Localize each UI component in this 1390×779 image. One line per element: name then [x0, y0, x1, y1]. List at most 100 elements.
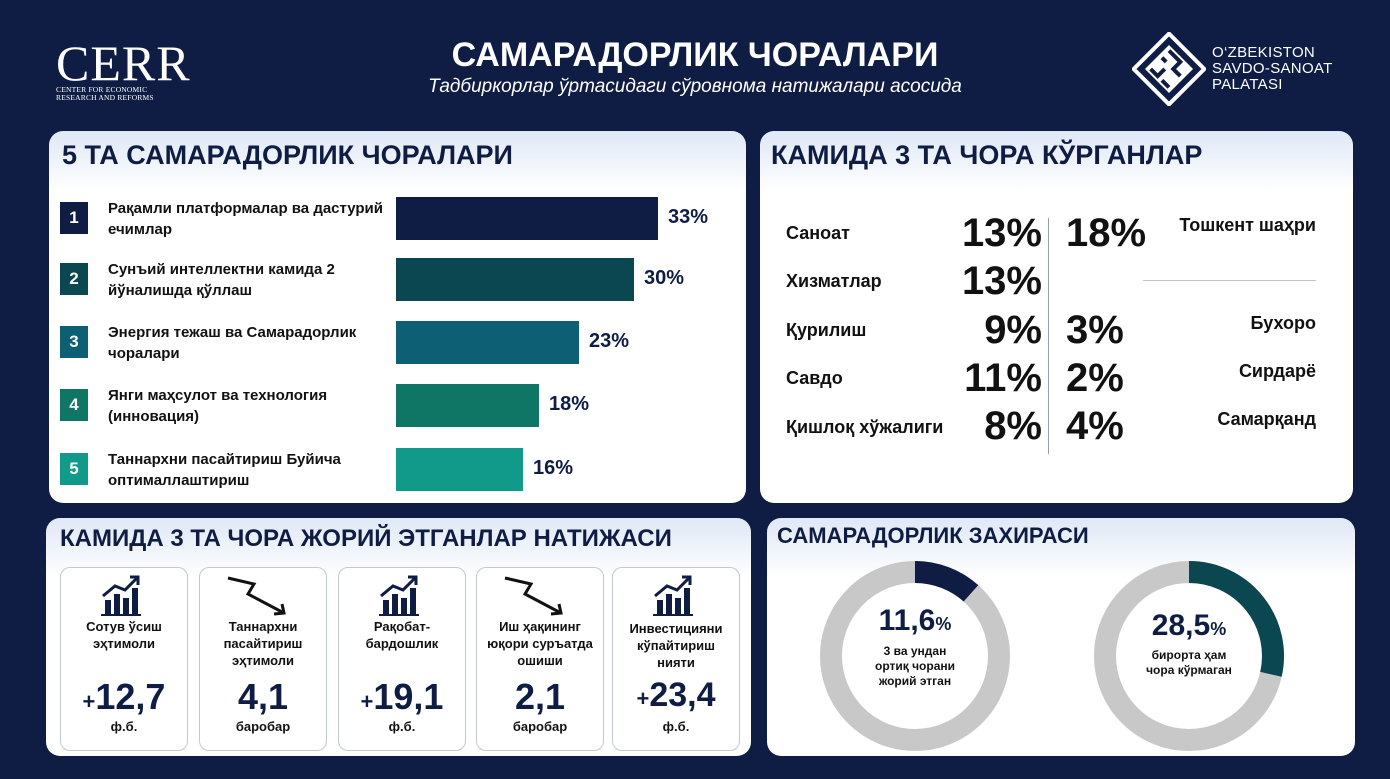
donut-label: бирорта ҳам чора кўрмаган	[1146, 648, 1232, 677]
donut-value: 28,5%	[1109, 609, 1269, 643]
result-label: Иш ҳақининг юқори суръатда ошиши	[487, 619, 593, 668]
measure-bar	[396, 448, 523, 491]
donut-arc	[1188, 561, 1284, 677]
result-number: 12,7	[95, 676, 166, 717]
result-prefix: +	[360, 689, 374, 714]
results-heading: КАМИДА 3 ТА ЧОРА ЖОРИЙ ЭТГАНЛАР НАТИЖАСИ	[60, 525, 672, 552]
measure-number: 1	[60, 202, 88, 234]
growth-chart-icon	[101, 575, 141, 616]
result-card: Рақобат-бардошлик +19,1 ф.б.	[338, 567, 466, 751]
measure-label: Янги маҳсулот ва технология (инновация)	[108, 387, 328, 425]
result-number: 2,1	[514, 676, 566, 717]
result-value: 2,1	[477, 676, 603, 718]
measure-percent: 33%	[668, 206, 709, 228]
reserve-donut-chart	[820, 561, 1284, 751]
result-value: 4,1	[200, 676, 326, 718]
decline-arrow-icon	[504, 576, 563, 616]
measure-number: 5	[60, 453, 88, 485]
sectors-panel	[760, 131, 1353, 503]
sector-percent: 13%	[961, 211, 1042, 255]
decline-arrow-icon	[227, 576, 286, 616]
result-unit: ф.б.	[110, 719, 138, 734]
measure-number: 4	[60, 389, 88, 421]
measure-bar	[396, 197, 658, 240]
growth-chart-icon	[653, 575, 693, 616]
result-number: 23,4	[649, 676, 716, 714]
donut-unit: %	[935, 614, 952, 634]
result-number: 4,1	[237, 676, 289, 717]
cerr-logo-subtitle: CENTER FOR ECONOMIC RESEARCH AND REFORMS	[56, 85, 154, 102]
donut-number: 11,6	[878, 604, 936, 637]
measure-bar	[396, 258, 634, 301]
result-value: +12,7	[61, 676, 187, 718]
sector-name: Қишлоқ хўжалиги	[786, 417, 944, 437]
result-label: Сотув ўсиш эҳтимоли	[86, 619, 162, 651]
measure-percent: 30%	[644, 267, 685, 289]
page-subtitle: Тадбиркорлар ўртасидаги сўровнома натижа…	[428, 76, 962, 97]
sector-percent: 11%	[964, 356, 1042, 400]
result-value: +23,4	[613, 676, 739, 715]
region-percent: 3%	[1066, 308, 1124, 352]
chamber-name-line: PALATASI	[1212, 76, 1283, 93]
measure-label: Сунъий интеллектни камида 2 йўналишда қў…	[108, 261, 335, 299]
cerr-logo: CERR CENTER FOR ECONOMIC RESEARCH AND RE…	[56, 35, 191, 102]
measure-row: 1 Рақамли платформалар ва дастурий ечимл…	[60, 196, 740, 240]
sector-percent: 9%	[984, 308, 1042, 352]
chamber-name-line: O‘ZBEKISTON	[1212, 44, 1316, 61]
region-name: Тошкент шаҳри	[1179, 215, 1316, 235]
region-name: Самарқанд	[1217, 409, 1316, 429]
measure-row: 4 Янги маҳсулот ва технология (инновация…	[60, 383, 740, 427]
sector-name: Саноат	[786, 223, 850, 243]
result-card: Таннархни пасайтириш эҳтимоли 4,1 бароба…	[199, 567, 327, 751]
result-value: +19,1	[339, 676, 465, 718]
measures-heading: 5 ТА САМАРАДОРЛИК ЧОРАЛАРИ	[62, 140, 513, 170]
page-title: САМАРАДОРЛИК ЧОРАЛАРИ	[451, 36, 939, 74]
sectors-heading: КАМИДА 3 ТА ЧОРА КЎРГАНЛАР	[771, 140, 1203, 170]
result-prefix: +	[636, 686, 650, 711]
region-name: Сирдарё	[1238, 361, 1316, 381]
result-card: Сотув ўсиш эҳтимоли +12,7 ф.б.	[60, 567, 188, 751]
sector-name: Савдо	[786, 368, 843, 388]
result-label: Инвестицияни кўпайтириш нияти	[629, 621, 723, 670]
region-percent: 4%	[1066, 404, 1124, 448]
measure-label: Энергия тежаш ва Самарадорлик чоралари	[108, 324, 357, 362]
measure-bar	[396, 321, 579, 364]
measures-panel	[49, 131, 746, 503]
growth-chart-icon	[379, 575, 419, 616]
region-name: Бухоро	[1250, 313, 1316, 333]
donut-number: 28,5	[1151, 609, 1211, 642]
measure-row: 2 Сунъий интеллектни камида 2 йўналишда …	[60, 257, 740, 301]
cerr-logo-word: CERR	[56, 35, 191, 91]
measure-label: Рақамли платформалар ва дастурий ечимлар	[108, 200, 383, 238]
result-unit: ф.б.	[388, 719, 416, 734]
measure-number: 3	[60, 326, 88, 358]
donut-value: 11,6%	[835, 604, 995, 638]
chamber-name-line: SAVDO-SANOAT	[1212, 60, 1333, 77]
donut-label: 3 ва ундан ортиқ чорани жорий этган	[874, 644, 956, 688]
result-label: Рақобат-бардошлик	[365, 619, 439, 651]
region-divider	[1143, 280, 1316, 281]
result-unit: ф.б.	[662, 719, 690, 734]
measure-row: 5 Таннархни пасайтириш Буйича оптималлаш…	[60, 447, 740, 491]
measure-percent: 16%	[533, 457, 574, 479]
sector-name: Хизматлар	[786, 271, 882, 291]
sector-name: Қурилиш	[786, 320, 867, 340]
result-card: Инвестицияни кўпайтириш нияти +23,4 ф.б.	[612, 567, 740, 751]
donut-unit: %	[1210, 619, 1227, 639]
measure-row: 3 Энергия тежаш ва Самарадорлик чоралари…	[60, 320, 740, 364]
result-unit: баробар	[512, 719, 568, 734]
result-number: 19,1	[373, 676, 444, 717]
region-percent: 2%	[1066, 356, 1124, 400]
region-percent: 18%	[1066, 211, 1147, 255]
measure-percent: 18%	[549, 393, 590, 415]
result-prefix: +	[82, 689, 96, 714]
chamber-logo: O‘ZBEKISTON SAVDO-SANOAT PALATASI	[1132, 32, 1333, 106]
sector-percent: 13%	[961, 259, 1042, 303]
result-card: Иш ҳақининг юқори суръатда ошиши 2,1 бар…	[476, 567, 604, 751]
result-unit: баробар	[235, 719, 291, 734]
measure-label: Таннархни пасайтириш Буйича оптималлашти…	[108, 451, 341, 489]
chamber-emblem-icon	[1132, 32, 1206, 106]
sectors-divider	[1048, 218, 1049, 454]
result-label: Таннархни пасайтириш эҳтимоли	[223, 619, 303, 668]
sector-percent: 8%	[984, 404, 1042, 448]
